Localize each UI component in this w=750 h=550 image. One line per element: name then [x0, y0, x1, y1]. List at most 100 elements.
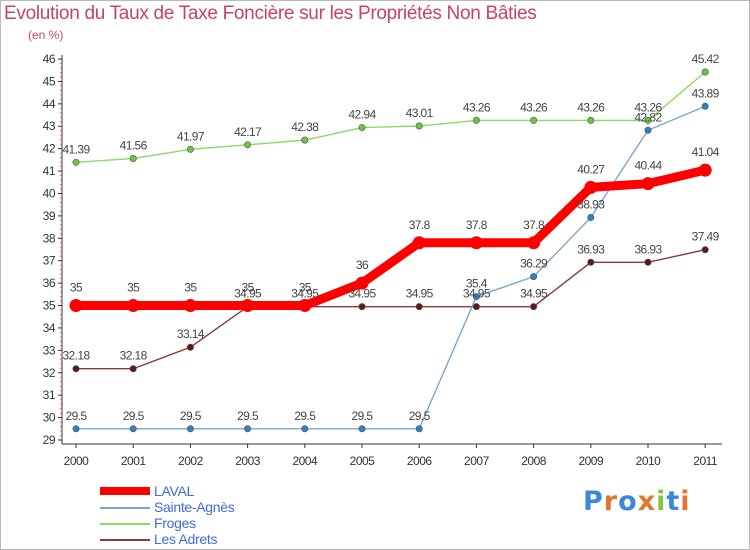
data-label-laval: 37.8 [466, 218, 488, 232]
data-point-sainte-agn-s [587, 213, 595, 221]
data-point-les-adrets [587, 258, 595, 266]
data-point-froges [129, 155, 137, 163]
data-label-les-adrets: 34.95 [520, 287, 548, 301]
axes: 29 30 31 32 33 34 35 36 37 38 39 40 41 42 43 44 45 46 2000… [43, 52, 722, 468]
series-line-sainte-agn-s [75, 105, 706, 430]
data-point-laval [241, 299, 255, 313]
data-label-sainte-agn-s: 36.29 [520, 257, 548, 271]
data-point-les-adrets [358, 303, 366, 311]
series-line-laval [71, 165, 710, 311]
series-line-les-adrets [75, 249, 706, 370]
data-label-laval: 40.44 [634, 159, 662, 173]
data-point-laval [584, 180, 598, 194]
y-tick-label: 31 [43, 388, 56, 402]
data-label-laval: 37.8 [409, 218, 431, 232]
x-tick-label: 2009 [578, 454, 604, 468]
logo-letter: o [618, 486, 638, 517]
data-label-sainte-agn-s: 29.5 [409, 409, 431, 423]
data-label-laval: 35 [242, 281, 255, 295]
legend-swatch-sainte-agnes [100, 507, 150, 509]
legend-swatch-froges [100, 523, 150, 525]
data-label-froges: 42.17 [234, 125, 262, 139]
data-label-les-adrets: 36.93 [577, 242, 605, 256]
data-label-laval: 41.04 [692, 145, 720, 159]
data-point-froges [244, 141, 252, 149]
data-point-froges [530, 116, 538, 124]
proxiti-logo: Proxiti [583, 486, 691, 517]
y-tick-label: 39 [43, 209, 56, 223]
data-label-froges: 43.01 [406, 106, 434, 120]
y-tick-label: 46 [43, 52, 56, 66]
legend-swatch-laval [100, 487, 150, 495]
data-label-froges: 42.38 [291, 120, 319, 134]
data-label-froges: 43.26 [520, 100, 548, 114]
data-label-les-adrets: 33.14 [177, 327, 205, 341]
data-point-sainte-agn-s [530, 273, 538, 281]
data-label-les-adrets: 37.49 [692, 230, 720, 244]
data-point-les-adrets [472, 303, 480, 311]
data-label-laval: 35 [70, 281, 83, 295]
series-line-froges [75, 71, 706, 164]
data-point-sainte-agn-s [186, 425, 194, 433]
legend-item-laval: LAVAL [100, 483, 360, 500]
legend-label-froges: Froges [154, 515, 196, 531]
legend-item-froges: Froges [100, 515, 360, 532]
data-point-sainte-agn-s [72, 425, 80, 433]
data-label-les-adrets: 34.95 [234, 287, 262, 301]
data-point-froges [358, 124, 366, 132]
logo-letter: i [680, 486, 691, 517]
y-tick-label: 43 [43, 119, 56, 133]
data-label-sainte-agn-s: 29.5 [352, 409, 374, 423]
data-point-les-adrets [186, 343, 194, 351]
y-tick-label: 32 [43, 366, 56, 380]
data-point-laval [469, 236, 483, 250]
x-tick-label: 2003 [235, 454, 261, 468]
data-point-laval [412, 236, 426, 250]
data-point-les-adrets [72, 365, 80, 373]
data-label-sainte-agn-s: 35.4 [466, 277, 488, 291]
unit-label: (en %) [28, 28, 64, 42]
data-label-sainte-agn-s: 38.93 [577, 197, 605, 211]
y-tick-label: 41 [43, 164, 56, 178]
y-tick-label: 38 [43, 231, 56, 245]
data-point-sainte-agn-s [301, 425, 309, 433]
data-label-froges: 43.26 [463, 100, 491, 114]
data-point-les-adrets [701, 246, 709, 254]
data-point-les-adrets [129, 365, 137, 373]
data-label-sainte-agn-s: 29.5 [66, 409, 88, 423]
data-point-froges [587, 116, 595, 124]
series-layer [69, 68, 712, 433]
x-tick-label: 2000 [64, 454, 90, 468]
data-label-laval: 36 [356, 258, 369, 272]
data-label-froges: 43.26 [634, 100, 662, 114]
logo-letter: t [666, 486, 681, 517]
data-label-les-adrets: 36.93 [634, 242, 662, 256]
data-label-les-adrets: 34.95 [406, 287, 434, 301]
x-tick-label: 2007 [464, 454, 490, 468]
data-point-froges [415, 122, 423, 130]
data-label-laval: 40.27 [577, 162, 605, 176]
data-label-froges: 43.26 [577, 100, 605, 114]
data-label-les-adrets: 34.95 [291, 287, 319, 301]
y-tick-label: 45 [43, 74, 56, 88]
y-tick-label: 42 [43, 142, 56, 156]
data-label-les-adrets: 32.18 [62, 349, 90, 363]
data-point-froges [186, 145, 194, 153]
data-label-sainte-agn-s: 43.89 [692, 86, 720, 100]
logo-letter: i [656, 486, 667, 517]
data-point-laval [298, 299, 312, 313]
chart-title: Evolution du Taux de Taxe Foncière sur l… [4, 3, 537, 24]
data-point-les-adrets [415, 303, 423, 311]
data-label-les-adrets: 34.95 [463, 287, 491, 301]
logo-letter: x [637, 486, 657, 517]
y-tick-label: 37 [43, 254, 56, 268]
data-point-laval [183, 299, 197, 313]
data-point-froges [472, 116, 480, 124]
data-label-sainte-agn-s: 29.5 [294, 409, 316, 423]
legend-item-les-adrets: Les Adrets [100, 531, 360, 548]
data-label-sainte-agn-s: 29.5 [180, 409, 202, 423]
data-point-laval [527, 236, 541, 250]
data-label-sainte-agn-s: 42.82 [634, 110, 662, 124]
y-tick-label: 33 [43, 343, 56, 357]
